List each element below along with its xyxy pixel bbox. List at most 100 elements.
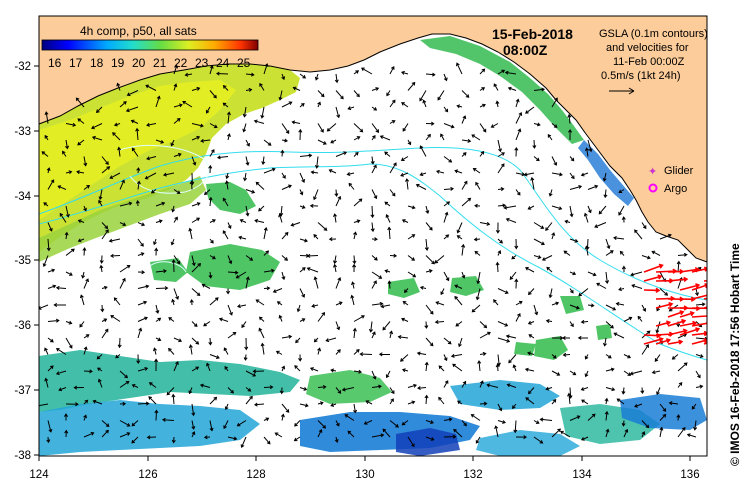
velocity-arrow xyxy=(629,370,643,376)
velocity-arrow xyxy=(209,255,216,260)
velocity-arrow xyxy=(278,314,283,322)
velocity-arrow xyxy=(548,288,553,299)
velocity-arrow xyxy=(508,354,517,364)
velocity-arrow xyxy=(405,178,410,190)
observed-velocity-arrow xyxy=(691,266,707,273)
velocity-arrow xyxy=(191,135,201,141)
velocity-arrow xyxy=(353,70,360,75)
velocity-arrow xyxy=(587,303,595,308)
velocity-arrow xyxy=(137,401,150,406)
velocity-arrow xyxy=(292,86,301,91)
velocity-arrow xyxy=(389,120,396,124)
velocity-arrow xyxy=(299,189,304,196)
velocity-arrow xyxy=(100,304,105,313)
velocity-arrow xyxy=(150,189,157,194)
velocity-arrow xyxy=(241,321,247,329)
velocity-arrow xyxy=(154,358,159,372)
observed-velocity-arrow xyxy=(691,292,707,300)
velocity-arrow xyxy=(171,205,176,213)
velocity-arrow xyxy=(299,172,305,183)
velocity-arrow xyxy=(347,106,355,111)
velocity-arrow xyxy=(634,229,643,240)
velocity-arrow xyxy=(371,106,378,111)
velocity-arrow xyxy=(313,337,319,343)
velocity-arrow xyxy=(580,172,589,177)
velocity-arrow xyxy=(440,133,445,141)
velocity-arrow xyxy=(79,321,85,328)
velocity-arrow xyxy=(479,103,486,108)
velocity-arrow xyxy=(401,368,409,373)
velocity-arrow xyxy=(263,436,271,445)
velocity-arrow xyxy=(259,82,265,91)
velocity-arrow xyxy=(168,347,175,355)
velocity-arrow xyxy=(368,321,373,333)
velocity-arrow xyxy=(101,429,109,438)
plot-frame xyxy=(38,15,708,457)
velocity-arrow xyxy=(402,123,409,132)
velocity-arrow xyxy=(569,156,575,162)
velocity-arrow xyxy=(95,106,103,113)
velocity-arrow xyxy=(148,382,157,388)
velocity-arrow xyxy=(401,317,409,322)
y-tick-label: -37 xyxy=(14,385,31,397)
velocity-arrow xyxy=(527,320,535,325)
velocity-arrow xyxy=(245,205,250,217)
x-tick-label: 136 xyxy=(680,469,699,481)
velocity-arrow xyxy=(263,268,275,273)
velocity-arrow xyxy=(131,420,139,427)
velocity-arrow xyxy=(479,321,488,329)
velocity-arrow xyxy=(330,139,337,144)
velocity-arrow xyxy=(641,255,651,260)
velocity-arrow xyxy=(209,238,214,244)
velocity-arrow xyxy=(443,211,449,223)
velocity-arrow xyxy=(569,271,577,276)
velocity-arrow xyxy=(191,337,200,345)
velocity-arrow xyxy=(97,367,103,372)
velocity-arrow xyxy=(695,370,701,379)
velocity-arrow xyxy=(119,222,127,226)
observed-velocity-arrow xyxy=(643,287,661,293)
velocity-arrow xyxy=(371,255,378,261)
velocity-arrow xyxy=(533,304,539,316)
velocity-arrow xyxy=(389,420,399,428)
velocity-arrow xyxy=(333,255,338,265)
velocity-arrow xyxy=(299,238,308,243)
velocity-arrow xyxy=(309,203,319,208)
velocity-arrow xyxy=(335,90,344,100)
velocity-arrow xyxy=(479,87,486,91)
velocity-arrow xyxy=(370,222,375,233)
velocity-arrow xyxy=(215,71,229,76)
velocity-arrow xyxy=(494,425,499,438)
velocity-arrow xyxy=(161,417,175,422)
velocity-arrow xyxy=(361,67,373,75)
velocity-arrow xyxy=(580,319,589,324)
velocity-arrow xyxy=(407,255,416,261)
velocity-arrow xyxy=(371,87,380,91)
y-tick-label: -35 xyxy=(14,255,31,267)
velocity-arrow xyxy=(479,331,491,339)
velocity-arrow xyxy=(108,238,121,243)
velocity-arrow xyxy=(461,115,467,124)
velocity-arrow xyxy=(155,286,169,291)
velocity-arrow xyxy=(96,354,103,360)
velocity-arrow xyxy=(281,365,286,372)
velocity-arrow xyxy=(656,387,661,396)
velocity-arrow xyxy=(580,436,589,441)
velocity-arrow xyxy=(641,431,646,438)
velocity-arrow xyxy=(137,238,144,247)
velocity-arrow xyxy=(371,384,382,389)
velocity-arrow xyxy=(309,367,319,372)
velocity-arrow xyxy=(208,271,213,279)
velocity-arrow xyxy=(378,352,391,357)
velocity-arrow xyxy=(191,420,196,430)
velocity-arrow xyxy=(223,347,229,355)
velocity-arrow xyxy=(454,295,463,306)
velocity-arrow xyxy=(166,387,175,396)
colorbar-title: 4h comp, p50, all sats xyxy=(80,24,197,38)
velocity-arrow xyxy=(55,370,67,376)
velocity-arrow xyxy=(523,172,535,177)
velocity-arrow xyxy=(371,135,376,141)
velocity-arrow xyxy=(65,170,73,175)
velocity-arrow xyxy=(389,253,398,258)
velocity-arrow xyxy=(334,436,339,444)
